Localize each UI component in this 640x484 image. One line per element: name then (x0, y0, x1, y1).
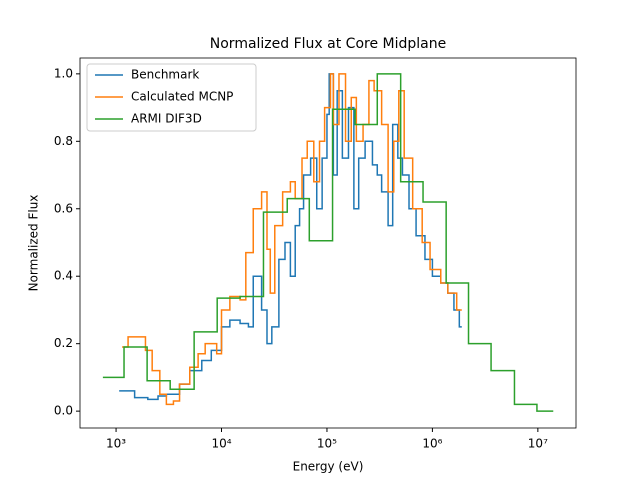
x-tick-label: 10³ (106, 437, 126, 451)
legend-label: ARMI DIF3D (131, 112, 202, 126)
y-tick-label: 0.6 (54, 201, 73, 215)
legend-label: Benchmark (131, 68, 199, 82)
y-tick-label: 0.4 (54, 269, 73, 283)
y-tick-label: 1.0 (54, 66, 73, 80)
x-tick-label: 10⁶ (422, 437, 442, 451)
y-tick-label: 0.0 (54, 404, 73, 418)
x-tick-label: 10⁷ (528, 437, 548, 451)
x-tick-label: 10⁵ (317, 437, 337, 451)
legend-label: Calculated MCNP (131, 90, 233, 104)
y-tick-label: 0.2 (54, 336, 73, 350)
x-axis-label: Energy (eV) (293, 460, 364, 474)
y-tick-label: 0.8 (54, 134, 73, 148)
chart-title: Normalized Flux at Core Midplane (210, 36, 446, 52)
series-line (102, 73, 554, 412)
series-line (122, 73, 462, 406)
x-tick-label: 10⁴ (211, 437, 231, 451)
plot-frame (79, 57, 577, 429)
y-axis-label: Normalized Flux (27, 195, 41, 292)
legend-box (86, 63, 257, 132)
